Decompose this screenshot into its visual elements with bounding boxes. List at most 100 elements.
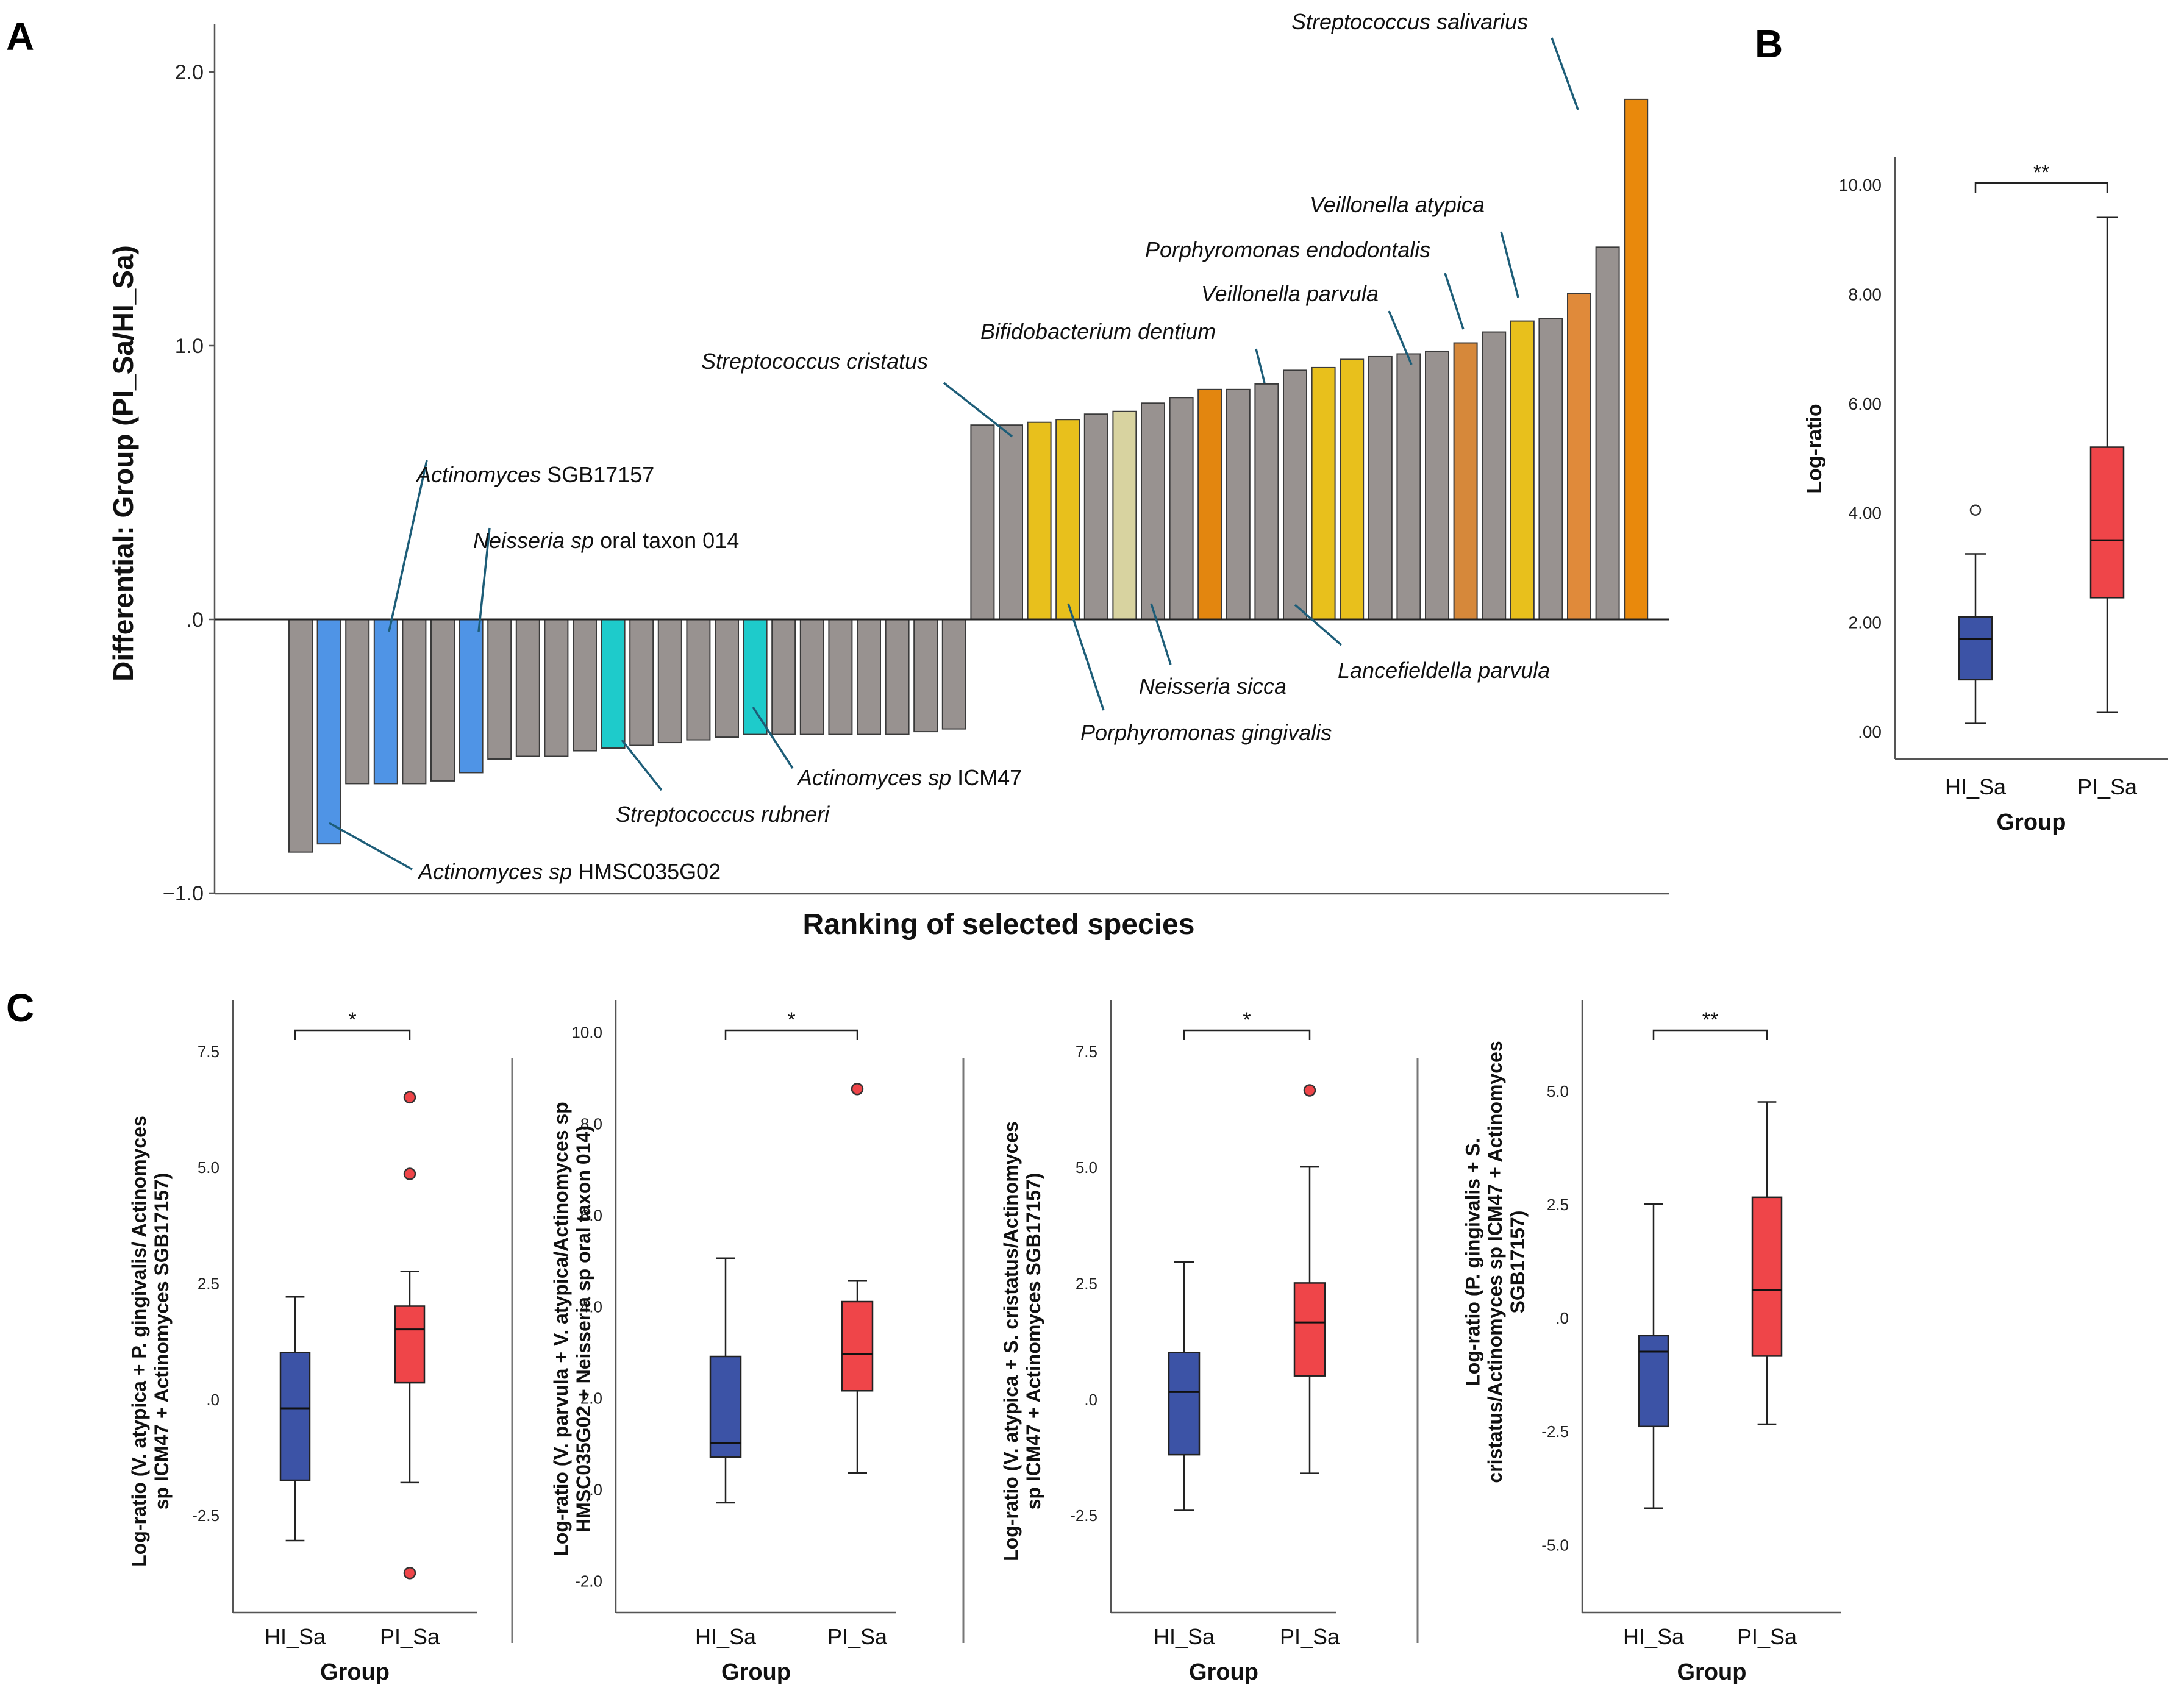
category-label-HI_Sa: HI_Sa <box>265 1624 326 1649</box>
boxplot-y-tick-label: 10.00 <box>1839 176 1882 194</box>
box-PI_Sa <box>1751 1196 1783 1357</box>
boxplot-y-tick-label: 7.5 <box>198 1043 219 1061</box>
species-annotation: Actinomyces sp HMSC035G02 <box>417 859 721 884</box>
boxplot-y-tick-label: .00 <box>1858 722 1882 741</box>
box-PI_Sa <box>2089 446 2125 599</box>
boxplot-y-axis-title: cristatus/Actinomyces sp ICM47 + Actinom… <box>1484 1041 1506 1483</box>
bar-rank-36 <box>1283 369 1307 620</box>
boxplot-x-axis-title: Group <box>1677 1659 1747 1685</box>
category-label-HI_Sa: HI_Sa <box>1154 1624 1215 1649</box>
panel-a-annotations: Streptococcus salivarius Veillonella atyp… <box>415 9 1550 884</box>
box-HI_Sa <box>1638 1335 1669 1428</box>
boxplot-y-tick-label: 5.0 <box>1076 1158 1097 1177</box>
boxplot-y-tick-label: 4.00 <box>1849 504 1882 522</box>
panel-c2-boxplot: -2.0 .0 2.0 4.0 6.0 8.0 10.0 HI_Sa PI_Sa * Group Lo… <box>550 1000 896 1685</box>
boxplot-x-axis-title: Group <box>320 1659 390 1685</box>
panel-c4-boxplot: -5.0 -2.5 .0 2.5 5.0 HI_Sa PI_Sa ** Group Log-rat… <box>1461 1000 1841 1685</box>
annotation-leader-line <box>621 739 663 791</box>
species-annotation: Neisseria sicca <box>1139 674 1286 699</box>
annotation-leader-line <box>1500 231 1519 298</box>
category-label-PI_Sa: PI_Sa <box>380 1624 440 1649</box>
panel-a-axes: −1.0 .0 1.0 2.0 <box>163 24 1669 905</box>
boxplot-y-tick-label: 4.0 <box>580 1298 602 1316</box>
boxplot-y-tick-label: 8.0 <box>580 1115 602 1133</box>
significance-marker: * <box>348 1008 356 1032</box>
bar-rank-10 <box>544 619 569 757</box>
species-annotation: Porphyromonas endodontalis <box>1145 237 1430 262</box>
outlier-point <box>1303 1084 1316 1097</box>
annotation-leader-line <box>477 527 491 632</box>
bar-rank-9 <box>515 619 540 757</box>
bar-rank-35 <box>1254 383 1279 620</box>
box-PI_Sa <box>394 1305 426 1384</box>
boxplot-y-tick-label: 2.5 <box>1076 1274 1097 1292</box>
bar-rank-47 <box>1595 246 1620 620</box>
boxplot-y-tick-label: 2.5 <box>1547 1196 1569 1214</box>
panel-a-leader-lines <box>329 37 1579 871</box>
outlier-point <box>403 1567 416 1580</box>
boxplot-y-axis-title: Log-ratio (V. parvula + V. atypica/Actin… <box>550 1102 572 1556</box>
panel-a-x-axis-title: Ranking of selected species <box>803 908 1195 941</box>
bar-rank-44 <box>1510 320 1535 621</box>
species-annotation: Neisseria sp oral taxon 014 <box>473 528 739 553</box>
significance-bracket <box>724 1029 858 1040</box>
bar-rank-2 <box>316 619 341 845</box>
species-annotation: Streptococcus salivarius <box>1291 9 1528 34</box>
bar-rank-34 <box>1226 388 1251 621</box>
bar-rank-12 <box>601 619 626 749</box>
bar-rank-21 <box>857 619 881 735</box>
bar-rank-37 <box>1311 366 1336 620</box>
species-annotation: Lancefieldella parvula <box>1338 658 1550 683</box>
boxplot-y-tick-label: .0 <box>206 1391 219 1409</box>
boxplot-y-tick-label: -2.5 <box>192 1506 219 1525</box>
bar-rank-32 <box>1169 397 1194 620</box>
box-HI_Sa <box>279 1352 311 1481</box>
panel-letter-c: C <box>6 986 34 1030</box>
bar-rank-33 <box>1197 388 1222 621</box>
species-annotation: Streptococcus rubneri <box>616 802 830 827</box>
bar-rank-16 <box>715 619 739 738</box>
annotation-leader-line <box>1067 603 1105 711</box>
boxplot-y-tick-label: 5.0 <box>1547 1082 1569 1100</box>
species-annotation: Actinomyces SGB17157 <box>415 462 654 487</box>
outlier-point <box>1969 504 1982 516</box>
bar-rank-15 <box>686 619 711 741</box>
boxplot-y-axis-title: sp ICM47 + Actinomyces SGB17157) <box>1022 1173 1044 1510</box>
boxplot-y-tick-label: 7.5 <box>1076 1043 1097 1061</box>
bar-rank-38 <box>1340 358 1365 620</box>
bar-rank-8 <box>487 619 512 760</box>
bar-rank-24 <box>941 619 966 730</box>
bar-rank-28 <box>1055 419 1080 620</box>
significance-bracket <box>294 1029 411 1040</box>
boxplot-y-tick-label: 10.0 <box>571 1024 602 1042</box>
species-annotation: Actinomyces sp ICM47 <box>796 765 1022 790</box>
boxplot-y-tick-label: -2.5 <box>1541 1422 1569 1441</box>
bar-rank-40 <box>1396 353 1421 620</box>
panel-a-y-tick-label: −1.0 <box>163 882 204 905</box>
bar-rank-26 <box>999 424 1023 621</box>
box-HI_Sa <box>1958 616 1993 681</box>
annotation-leader-line <box>1388 310 1413 365</box>
significance-bracket <box>1652 1029 1768 1040</box>
species-annotation: Streptococcus cristatus <box>701 349 928 374</box>
species-annotation: Veillonella atypica <box>1310 192 1485 217</box>
panel-c3-boxplot: -2.5 .0 2.5 5.0 7.5 HI_Sa PI_Sa * Group Log-ratio… <box>1000 1000 1340 1685</box>
bar-rank-7 <box>459 619 484 774</box>
annotation-leader-line <box>1255 348 1266 383</box>
category-label-HI_Sa: HI_Sa <box>1623 1624 1685 1649</box>
bar-rank-6 <box>430 619 455 782</box>
outlier-point <box>851 1083 864 1096</box>
boxplot-x-axis-title: Group <box>1189 1659 1258 1685</box>
bar-rank-22 <box>885 619 910 735</box>
boxplot-y-axis-title: SGB17157) <box>1507 1211 1529 1314</box>
species-annotation: Veillonella parvula <box>1201 281 1379 306</box>
bar-rank-17 <box>743 619 768 735</box>
boxplot-y-tick-label: .0 <box>1084 1391 1097 1409</box>
bar-rank-3 <box>345 619 370 785</box>
boxplot-y-tick-label: 6.00 <box>1849 394 1882 413</box>
outlier-point <box>403 1167 416 1180</box>
annotation-leader-line <box>329 822 413 871</box>
boxplot-y-tick-label: .0 <box>1555 1309 1569 1327</box>
annotation-leader-line <box>1444 273 1465 330</box>
panel-a-bar-chart: −1.0 .0 1.0 2.0 Streptococcus salivarius Vei… <box>107 9 1669 941</box>
